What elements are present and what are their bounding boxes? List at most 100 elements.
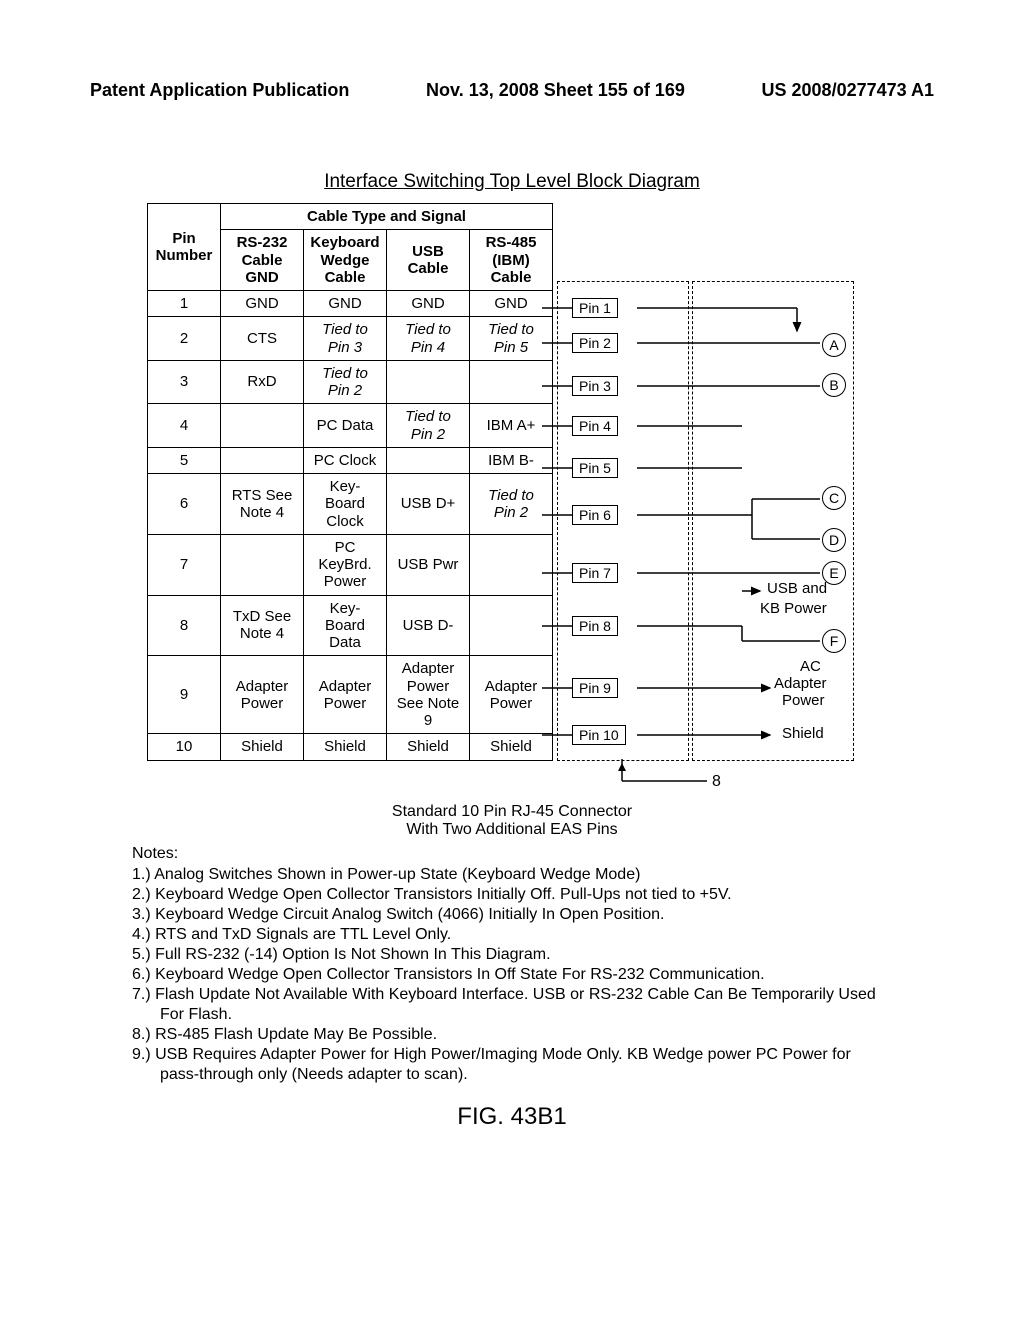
pin-label-text: Pin 9 bbox=[572, 678, 618, 698]
col-rs232: RS-232 Cable GND bbox=[221, 230, 304, 291]
pin-label: Pin 6 bbox=[572, 503, 618, 527]
caption-l2: With Two Additional EAS Pins bbox=[406, 821, 617, 838]
diagram-title: Interface Switching Top Level Block Diag… bbox=[90, 171, 934, 193]
pin-label-text: Pin 2 bbox=[572, 333, 618, 353]
pin-label: Pin 2 bbox=[572, 331, 618, 355]
table-cell: IBM B- bbox=[470, 447, 553, 473]
header-center: Nov. 13, 2008 Sheet 155 of 169 bbox=[426, 80, 685, 101]
table-cell bbox=[221, 534, 304, 595]
node-a: A bbox=[822, 333, 846, 357]
note-item: 9.) USB Requires Adapter Power for High … bbox=[132, 1045, 892, 1085]
node-b: B bbox=[822, 373, 846, 397]
pin-label: Pin 3 bbox=[572, 374, 618, 398]
table-cell: Tied to Pin 2 bbox=[470, 474, 553, 535]
table-row-pin: 5 bbox=[148, 447, 221, 473]
col-span-header: Cable Type and Signal bbox=[221, 204, 553, 230]
table-cell: USB D- bbox=[387, 595, 470, 656]
table-cell: Tied to Pin 3 bbox=[304, 317, 387, 361]
pin-label-text: Pin 7 bbox=[572, 563, 618, 583]
table-cell: Shield bbox=[304, 734, 387, 760]
table-cell: IBM A+ bbox=[470, 404, 553, 448]
table-cell: Tied to Pin 2 bbox=[304, 360, 387, 404]
note-item: 8.) RS-485 Flash Update May Be Possible. bbox=[132, 1025, 892, 1045]
table-cell bbox=[387, 447, 470, 473]
pin-label-text: Pin 5 bbox=[572, 458, 618, 478]
ref-8: 8 bbox=[712, 773, 721, 791]
table-cell: GND bbox=[221, 291, 304, 317]
pin-label: Pin 1 bbox=[572, 296, 618, 320]
table-cell: USB Pwr bbox=[387, 534, 470, 595]
table-cell bbox=[221, 404, 304, 448]
note-item: 1.) Analog Switches Shown in Power-up St… bbox=[132, 865, 892, 885]
pin-label: Pin 9 bbox=[572, 676, 618, 700]
table-cell: TxD See Note 4 bbox=[221, 595, 304, 656]
table-cell bbox=[470, 534, 553, 595]
notes-block: Notes: 1.) Analog Switches Shown in Powe… bbox=[132, 845, 892, 1085]
table-cell bbox=[221, 447, 304, 473]
signal-label: Power bbox=[782, 693, 825, 710]
col-usb: USB Cable bbox=[387, 230, 470, 291]
table-cell bbox=[470, 595, 553, 656]
table-cell: Adapter Power bbox=[221, 656, 304, 734]
notes-list: 1.) Analog Switches Shown in Power-up St… bbox=[132, 865, 892, 1085]
diagram-area: Pin Number Cable Type and Signal RS-232 … bbox=[147, 203, 877, 823]
table-cell: Key-Board Clock bbox=[304, 474, 387, 535]
pin-label-text: Pin 6 bbox=[572, 505, 618, 525]
table-cell: RTS See Note 4 bbox=[221, 474, 304, 535]
pin-label: Pin 4 bbox=[572, 414, 618, 438]
table-row-pin: 2 bbox=[148, 317, 221, 361]
pin-label-text: Pin 8 bbox=[572, 616, 618, 636]
signal-label: USB and bbox=[767, 581, 827, 598]
table-row-pin: 10 bbox=[148, 734, 221, 760]
page: Patent Application Publication Nov. 13, … bbox=[0, 0, 1024, 1320]
table-row-pin: 3 bbox=[148, 360, 221, 404]
note-item: 6.) Keyboard Wedge Open Collector Transi… bbox=[132, 965, 892, 985]
table-row-pin: 4 bbox=[148, 404, 221, 448]
table-cell: Tied to Pin 2 bbox=[387, 404, 470, 448]
node-c: C bbox=[822, 486, 846, 510]
note-item: 7.) Flash Update Not Available With Keyb… bbox=[132, 985, 892, 1025]
pin-diagram: Pin 1 Pin 2 Pin 3 Pin 4 Pin 5 Pin 6 Pin 7 Pin 8… bbox=[542, 281, 882, 811]
table-row-pin: 1 bbox=[148, 291, 221, 317]
table-cell: Key-Board Data bbox=[304, 595, 387, 656]
pin-label-text: Pin 4 bbox=[572, 416, 618, 436]
table-cell: CTS bbox=[221, 317, 304, 361]
pin-label-text: Pin 10 bbox=[572, 725, 626, 745]
table-cell: Shield bbox=[221, 734, 304, 760]
table-cell: Shield bbox=[470, 734, 553, 760]
table-cell: PC Data bbox=[304, 404, 387, 448]
table-cell: Shield bbox=[387, 734, 470, 760]
table-row-pin: 8 bbox=[148, 595, 221, 656]
col-kbwedge: Keyboard Wedge Cable bbox=[304, 230, 387, 291]
signal-label: KB Power bbox=[760, 601, 827, 618]
table-cell: GND bbox=[304, 291, 387, 317]
table-cell: GND bbox=[470, 291, 553, 317]
table-cell: PC KeyBrd. Power bbox=[304, 534, 387, 595]
table-cell: Adapter Power bbox=[304, 656, 387, 734]
table-row-pin: 9 bbox=[148, 656, 221, 734]
table-cell: USB D+ bbox=[387, 474, 470, 535]
table-cell: Adapter Power See Note 9 bbox=[387, 656, 470, 734]
table-cell bbox=[387, 360, 470, 404]
note-item: 4.) RTS and TxD Signals are TTL Level On… bbox=[132, 925, 892, 945]
pin-label: Pin 8 bbox=[572, 614, 618, 638]
note-item: 5.) Full RS-232 (-14) Option Is Not Show… bbox=[132, 945, 892, 965]
signal-label: Adapter bbox=[774, 676, 827, 693]
node-d: D bbox=[822, 528, 846, 552]
signal-label: AC bbox=[800, 659, 821, 676]
signal-table: Pin Number Cable Type and Signal RS-232 … bbox=[147, 203, 553, 761]
header-left: Patent Application Publication bbox=[90, 80, 349, 101]
table-row-pin: 6 bbox=[148, 474, 221, 535]
col-rs485: RS-485 (IBM) Cable bbox=[470, 230, 553, 291]
note-item: 3.) Keyboard Wedge Circuit Analog Switch… bbox=[132, 905, 892, 925]
note-item: 2.) Keyboard Wedge Open Collector Transi… bbox=[132, 885, 892, 905]
table-cell: Adapter Power bbox=[470, 656, 553, 734]
figure-number: FIG. 43B1 bbox=[90, 1103, 934, 1131]
table-row-pin: 7 bbox=[148, 534, 221, 595]
table-cell: PC Clock bbox=[304, 447, 387, 473]
col-pin: Pin Number bbox=[148, 204, 221, 291]
table-cell: GND bbox=[387, 291, 470, 317]
table-cell: RxD bbox=[221, 360, 304, 404]
notes-label: Notes: bbox=[132, 845, 892, 863]
pin-label: Pin 5 bbox=[572, 456, 618, 480]
